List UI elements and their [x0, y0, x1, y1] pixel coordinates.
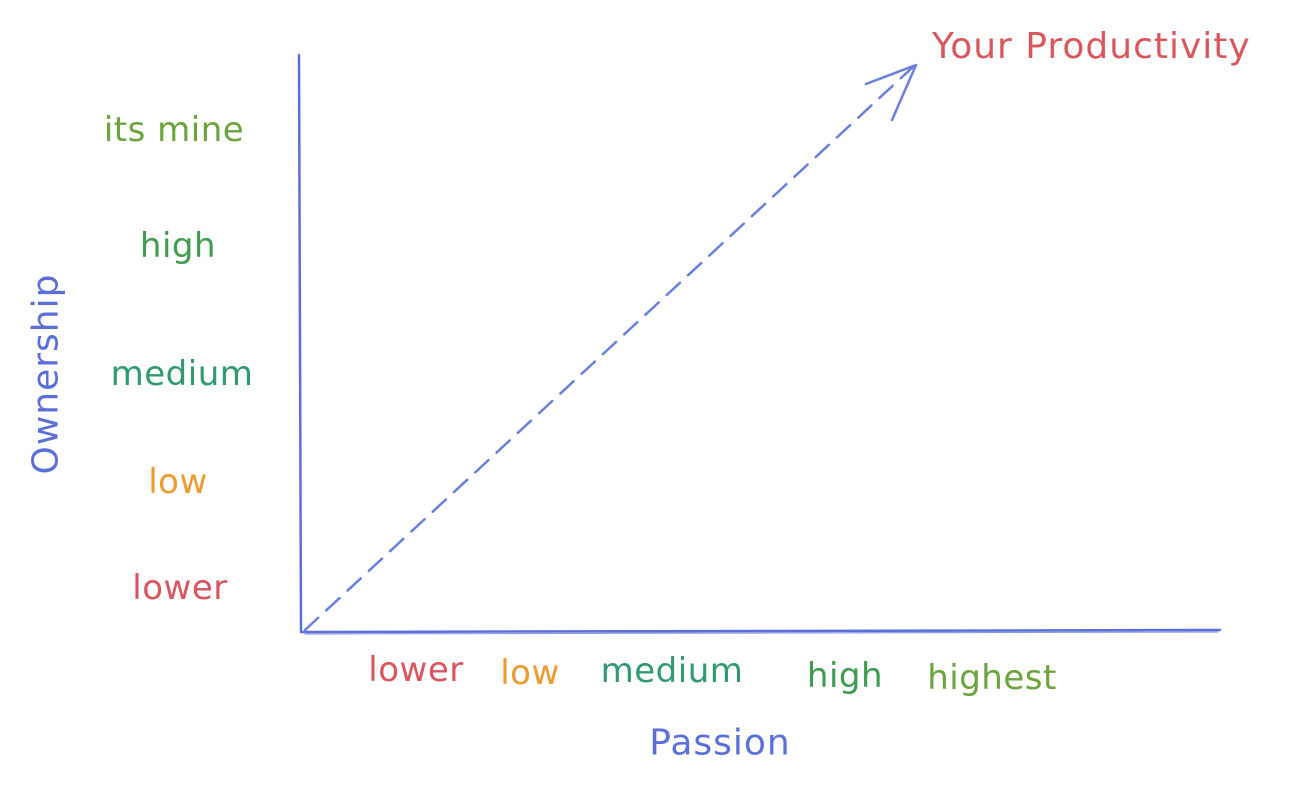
y-level-label: medium	[110, 354, 254, 394]
productivity-arrow-head	[864, 63, 918, 122]
x-axis-line-stroke-2	[304, 631, 1219, 635]
x-level-label: low	[500, 653, 560, 693]
y-level-label: lower	[132, 568, 228, 608]
productivity-arrow-shaft	[303, 64, 916, 632]
y-axis-line	[297, 53, 303, 634]
y-level-label: its mine	[103, 110, 245, 150]
x-level-label: high	[806, 656, 884, 696]
x-axis-title: Passion	[649, 722, 791, 764]
y-level-label: high	[139, 226, 217, 266]
x-level-label: medium	[600, 651, 744, 691]
x-axis-line	[299, 628, 1222, 634]
x-level-label: lower	[368, 650, 464, 690]
y-level-label: low	[148, 462, 208, 502]
productivity-label: Your Productivity	[932, 26, 1251, 67]
x-level-label: highest	[927, 658, 1057, 698]
y-axis-title: Ownership	[25, 273, 67, 475]
